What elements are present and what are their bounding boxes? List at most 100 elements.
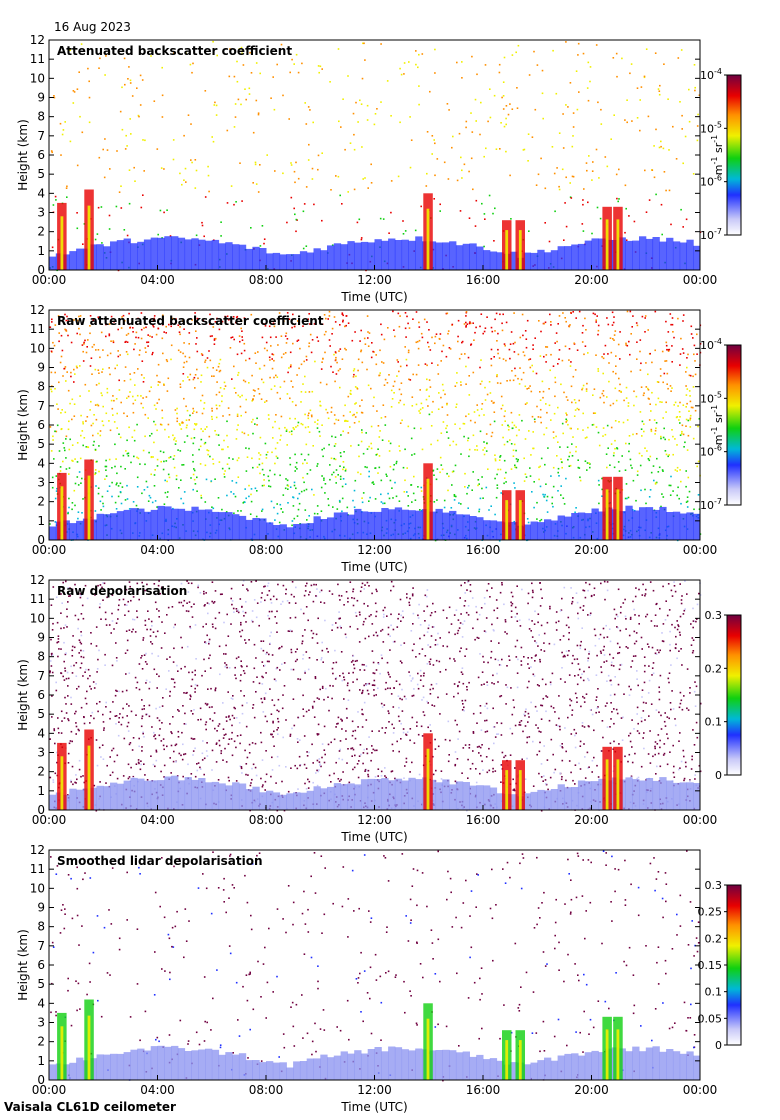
y-tick-label: 8 (37, 650, 45, 664)
y-axis-label: Height (km) (16, 119, 30, 190)
x-tick-label: 16:00 (466, 813, 501, 827)
boundary-layer (49, 459, 701, 541)
colorbar-tick-label: 0.3 (705, 609, 723, 622)
y-tick-label: 9 (37, 91, 45, 105)
y-tick-label: 0 (37, 1073, 45, 1087)
colorbar: 10-4 10-5 10-6 10-7 m-1 sr-1 (700, 337, 742, 512)
y-tick-label: 0 (37, 533, 45, 547)
y-tick-label: 6 (37, 688, 45, 702)
y-tick-label: 3 (37, 206, 45, 220)
y-tick-label: 7 (37, 129, 45, 143)
y-tick-label: 8 (37, 380, 45, 394)
y-tick-label: 7 (37, 669, 45, 683)
y-tick-label: 6 (37, 958, 45, 972)
plot-area (49, 40, 700, 270)
y-tick-label: 5 (37, 977, 45, 991)
x-tick-label: 08:00 (249, 1083, 284, 1097)
x-axis-label: Time (UTC) (340, 830, 407, 844)
colorbar-tick-label: 0.25 (698, 906, 723, 919)
x-tick-label: 00:00 (32, 813, 67, 827)
x-tick-label: 16:00 (466, 273, 501, 287)
y-tick-label: 7 (37, 939, 45, 953)
y-tick-label: 2 (37, 765, 45, 779)
chart-panel-2: Raw attenuated backscatter coefficient 0 1… (16, 303, 742, 574)
y-tick-label: 0 (37, 263, 45, 277)
x-tick-label: 00:00 (32, 273, 67, 287)
y-tick-label: 6 (37, 418, 45, 432)
y-axis-label: Height (km) (16, 389, 30, 460)
y-tick-label: 7 (37, 399, 45, 413)
colorbar-tick-label: 10-4 (700, 337, 722, 352)
chart-title: Raw attenuated backscatter coefficient (57, 314, 324, 328)
y-tick-label: 1 (37, 784, 45, 798)
y-tick-label: 10 (30, 341, 45, 355)
colorbar-tick-label: 10-6 (700, 444, 722, 459)
colorbar-tick-label: 10-7 (700, 497, 722, 512)
x-tick-label: 12:00 (357, 1083, 392, 1097)
y-tick-label: 11 (30, 322, 45, 336)
colorbar-tick-label: 0.05 (698, 1012, 723, 1025)
y-axis-label: Height (km) (16, 929, 30, 1000)
colorbar: 0.3 0.25 0.2 0.15 0.1 0.05 0 (698, 879, 742, 1052)
colorbar-tick-label: 0.3 (705, 879, 723, 892)
colorbar-tick-label: 0.2 (705, 932, 723, 945)
y-tick-label: 12 (30, 303, 45, 317)
y-tick-label: 11 (30, 862, 45, 876)
x-tick-label: 04:00 (140, 813, 175, 827)
colorbar-tick-label: 0 (715, 1039, 722, 1052)
x-tick-label: 12:00 (357, 813, 392, 827)
x-axis-label: Time (UTC) (340, 560, 407, 574)
y-tick-label: 2 (37, 495, 45, 509)
x-tick-label: 16:00 (466, 543, 501, 557)
colorbar-gradient (726, 74, 742, 236)
y-tick-label: 2 (37, 225, 45, 239)
x-tick-label: 00:00 (683, 273, 718, 287)
y-tick-label: 8 (37, 920, 45, 934)
x-tick-label: 04:00 (140, 273, 175, 287)
colorbar-unit: m-1 sr-1 (710, 405, 725, 445)
y-tick-label: 10 (30, 611, 45, 625)
colorbar: 0.3 0.2 0.1 0 (705, 609, 742, 782)
y-tick-label: 4 (37, 726, 45, 740)
colorbar-tick-label: 10-4 (700, 67, 722, 82)
plot-area (49, 310, 700, 540)
boundary-layer (49, 729, 701, 811)
y-tick-label: 8 (37, 110, 45, 124)
y-tick-label: 10 (30, 71, 45, 85)
x-tick-label: 00:00 (32, 543, 67, 557)
y-tick-label: 4 (37, 996, 45, 1010)
x-tick-label: 00:00 (683, 1083, 718, 1097)
colorbar: 10-4 10-5 10-6 10-7 m-1 sr-1 (700, 67, 742, 242)
colorbar-tick-label: 0.1 (705, 716, 723, 729)
x-tick-label: 12:00 (357, 543, 392, 557)
y-tick-label: 10 (30, 881, 45, 895)
colorbar-gradient (726, 884, 742, 1046)
date-label: 16 Aug 2023 (54, 20, 131, 34)
chart-title: Raw depolarisation (57, 584, 187, 598)
x-tick-label: 08:00 (249, 273, 284, 287)
chart-panel-4: Smoothed lidar depolarisation01234567891… (16, 843, 742, 1114)
y-tick-label: 3 (37, 746, 45, 760)
y-tick-label: 5 (37, 167, 45, 181)
colorbar-tick-label: 0.15 (698, 959, 723, 972)
y-tick-label: 12 (30, 843, 45, 857)
x-tick-label: 12:00 (357, 273, 392, 287)
y-tick-label: 9 (37, 361, 45, 375)
y-tick-label: 4 (37, 456, 45, 470)
y-tick-label: 3 (37, 476, 45, 490)
y-tick-label: 1 (37, 514, 45, 528)
colorbar-unit: m-1 sr-1 (710, 135, 725, 175)
colorbar-tick-label: 0.2 (705, 662, 723, 675)
colorbar-gradient (726, 344, 742, 506)
x-tick-label: 20:00 (574, 813, 609, 827)
x-tick-label: 16:00 (466, 1083, 501, 1097)
plot-area (49, 850, 700, 1080)
colorbar-tick-label: 0 (715, 769, 722, 782)
x-tick-label: 08:00 (249, 543, 284, 557)
x-tick-label: 20:00 (574, 273, 609, 287)
y-tick-label: 6 (37, 148, 45, 162)
colorbar-tick-label: 10-5 (700, 120, 722, 135)
colorbar-gradient (726, 614, 742, 776)
